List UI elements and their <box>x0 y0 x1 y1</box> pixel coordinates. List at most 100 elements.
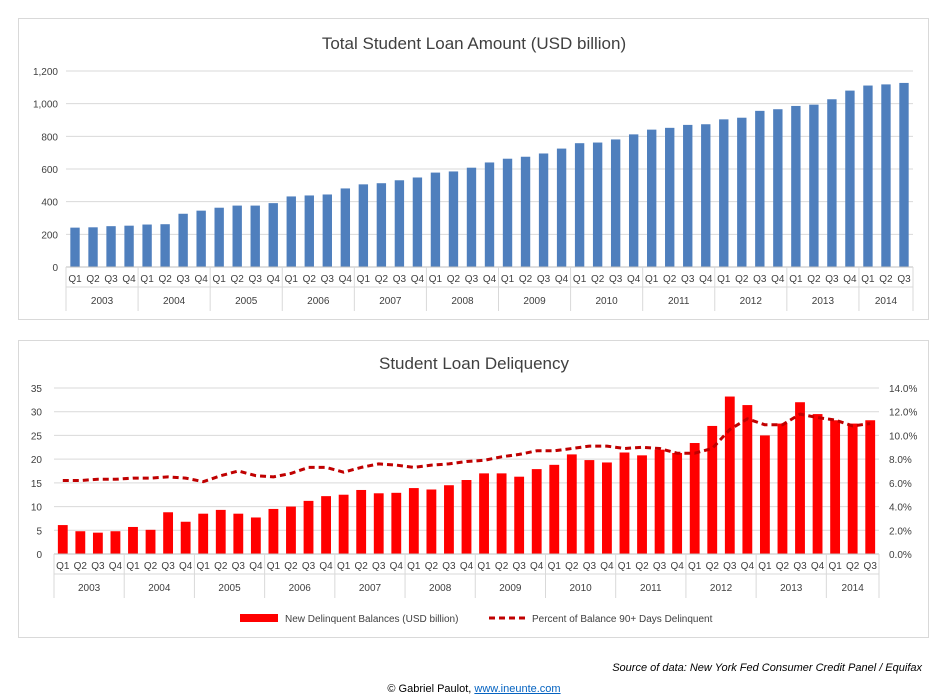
bar <box>845 90 855 267</box>
bar <box>178 213 188 267</box>
y-left-tick-label: 25 <box>31 431 43 442</box>
x-tick-quarter: Q2 <box>375 274 389 285</box>
x-tick-quarter: Q3 <box>512 561 526 572</box>
bar <box>163 512 174 554</box>
bar <box>215 509 226 554</box>
x-tick-quarter: Q1 <box>501 274 515 285</box>
x-tick-quarter: Q2 <box>214 561 228 572</box>
y-left-tick-label: 10 <box>31 503 43 514</box>
x-tick-quarter: Q2 <box>565 561 579 572</box>
bar <box>665 127 675 267</box>
x-tick-quarter: Q1 <box>68 274 82 285</box>
y-right-tick-label: 0.0% <box>889 550 912 561</box>
x-tick-quarter: Q4 <box>627 274 641 285</box>
x-tick-quarter: Q3 <box>321 274 335 285</box>
x-tick-year: 2011 <box>640 583 662 594</box>
y-tick-label: 1,200 <box>33 67 58 78</box>
x-tick-quarter: Q1 <box>573 274 587 285</box>
x-tick-year: 2013 <box>812 296 835 307</box>
chart-title: Student Loan Deliquency <box>379 354 569 373</box>
x-tick-quarter: Q1 <box>548 561 562 572</box>
bar <box>556 148 567 267</box>
y-right-tick-label: 6.0% <box>889 479 912 490</box>
bar <box>479 473 489 554</box>
bar <box>809 104 819 267</box>
y-tick-label: 200 <box>41 230 58 241</box>
x-tick-quarter: Q4 <box>811 561 825 572</box>
x-tick-quarter: Q3 <box>825 274 839 285</box>
legend: New Delinquent Balances (USD billion) Pe… <box>240 614 713 625</box>
bar <box>233 513 244 554</box>
x-tick-quarter: Q2 <box>355 561 369 572</box>
x-tick-quarter: Q2 <box>74 561 88 572</box>
y-left-tick-label: 30 <box>31 408 43 419</box>
x-tick-quarter: Q3 <box>681 274 695 285</box>
x-tick-quarter: Q1 <box>645 274 659 285</box>
x-tick-quarter: Q3 <box>653 561 667 572</box>
y-right-tick-label: 4.0% <box>889 503 912 514</box>
legend-label-bars: New Delinquent Balances (USD billion) <box>285 614 458 625</box>
y-right-tick-label: 8.0% <box>889 455 912 466</box>
x-tick-quarter: Q3 <box>176 274 190 285</box>
bar <box>250 205 260 267</box>
x-tick-quarter: Q4 <box>319 561 333 572</box>
bar <box>737 117 747 267</box>
x-tick-quarter: Q2 <box>735 274 749 285</box>
bar <box>232 205 242 267</box>
x-tick-year: 2012 <box>710 583 733 594</box>
x-tick-quarter: Q4 <box>179 561 193 572</box>
bar <box>865 420 876 554</box>
bar <box>795 402 805 554</box>
bar <box>180 521 191 554</box>
bar <box>759 435 770 554</box>
x-tick-quarter: Q4 <box>699 274 713 285</box>
bar <box>286 506 296 554</box>
x-tick-quarter: Q2 <box>425 561 439 572</box>
x-tick-quarter: Q3 <box>232 561 246 572</box>
x-tick-quarter: Q2 <box>495 561 509 572</box>
x-tick-year: 2006 <box>289 583 312 594</box>
x-tick-year: 2012 <box>740 296 763 307</box>
x-tick-quarter: Q2 <box>706 561 720 572</box>
x-tick-year: 2011 <box>668 296 690 307</box>
x-tick-year: 2010 <box>596 296 619 307</box>
x-tick-quarter: Q4 <box>741 561 755 572</box>
y-tick-label: 1,000 <box>33 100 58 111</box>
x-tick-quarter: Q2 <box>663 274 677 285</box>
bar <box>701 124 711 267</box>
bar <box>863 85 873 267</box>
x-tick-year: 2014 <box>842 583 865 594</box>
x-tick-year: 2008 <box>429 583 452 594</box>
bar <box>672 452 683 554</box>
x-tick-quarter: Q2 <box>776 561 790 572</box>
bar <box>777 423 788 554</box>
bar <box>250 517 261 554</box>
x-tick-quarter: Q2 <box>86 274 100 285</box>
x-tick-year: 2013 <box>780 583 803 594</box>
x-tick-year: 2005 <box>235 296 258 307</box>
bar <box>142 224 152 267</box>
x-tick-year: 2008 <box>451 296 474 307</box>
bar <box>538 153 549 267</box>
x-tick-quarter: Q1 <box>789 274 803 285</box>
bar <box>444 485 454 554</box>
total-loan-chart-panel: Total Student Loan Amount (USD billion) … <box>18 18 929 320</box>
bar <box>899 82 909 267</box>
bar <box>566 454 577 554</box>
x-tick-quarter: Q1 <box>56 561 70 572</box>
bar <box>830 420 841 554</box>
bar <box>426 489 437 554</box>
credit-link[interactable]: www.ineunte.com <box>474 683 561 695</box>
x-tick-quarter: Q3 <box>249 274 263 285</box>
bar <box>683 124 693 268</box>
bar <box>373 493 384 554</box>
y-tick-label: 400 <box>41 198 58 209</box>
bar <box>160 224 170 267</box>
bar <box>268 203 278 267</box>
x-tick-quarter: Q1 <box>477 561 491 572</box>
bar <box>286 196 296 267</box>
bar <box>689 443 700 554</box>
y-right-tick-label: 10.0% <box>889 431 917 442</box>
x-tick-quarter: Q1 <box>337 561 351 572</box>
x-tick-quarter: Q2 <box>144 561 158 572</box>
